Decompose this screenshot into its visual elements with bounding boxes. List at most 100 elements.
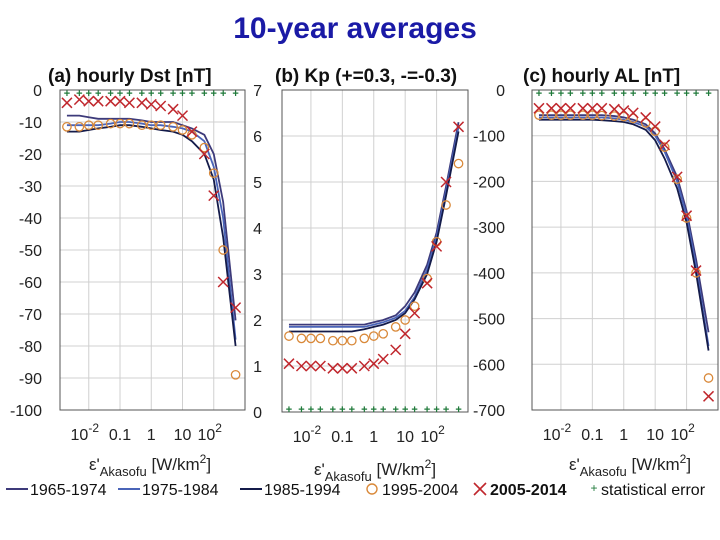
data-point-cross [586, 102, 598, 114]
data-point-cross [453, 121, 465, 133]
legend-item: 1985-1994 [240, 482, 341, 499]
data-point-circle [672, 174, 682, 184]
error-marker: + [117, 88, 123, 100]
error-marker: + [392, 404, 398, 416]
error-marker: + [705, 88, 711, 100]
x-tick-label: 1 [619, 427, 628, 444]
data-point-circle [168, 121, 178, 132]
data-point-cross [659, 139, 671, 151]
y-tick-label: 5 [253, 175, 262, 192]
error-marker: + [308, 404, 314, 416]
data-point-cross [283, 358, 295, 370]
error-marker: + [371, 404, 377, 416]
data-point-circle [359, 333, 370, 344]
series-line-1985-1994 [538, 118, 710, 351]
x-tick-base: 10 [420, 429, 438, 446]
x-tick-label: 10-2 [293, 423, 322, 446]
data-point-cross [114, 95, 126, 107]
series-line-1965-1974 [66, 114, 237, 321]
legend-label: 1995-2004 [382, 482, 459, 499]
error-marker: + [170, 88, 176, 100]
error-marker: + [402, 404, 408, 416]
data-point-cross [83, 95, 95, 107]
x-tick-exp: 2 [688, 421, 695, 435]
data-point-cross [564, 102, 576, 114]
series-line-1965-1974 [538, 114, 710, 333]
legend-label: 1975-1984 [142, 482, 219, 499]
data-point-circle [556, 110, 566, 120]
error-marker: + [86, 88, 92, 100]
x-tick-label: 102 [670, 421, 695, 444]
data-point-cross [409, 307, 421, 319]
y-tick-label: -40 [19, 211, 42, 228]
data-point-circle [296, 333, 307, 344]
error-marker: + [298, 404, 304, 416]
data-point-cross [208, 190, 220, 202]
error-marker: + [580, 88, 586, 100]
data-point-circle [681, 213, 692, 223]
chart-title: (b) Kp (+=0.3, -=-0.3) [275, 66, 457, 87]
y-tick-label: 0 [253, 405, 262, 422]
x-tick-label: 102 [420, 423, 445, 446]
data-point-cross [123, 97, 135, 109]
x-tick-base: 10 [293, 429, 311, 446]
series-line-1965-1974 [288, 122, 460, 326]
x-tick-label: 10 [396, 429, 414, 446]
data-point-cross [327, 362, 339, 374]
x-axis-label-part: [W/km [147, 455, 200, 474]
y-tick-label: -100 [10, 403, 42, 420]
error-marker: + [433, 404, 439, 416]
x-axis-label-part: ] [686, 455, 691, 474]
x-axis-label-part: 2 [680, 452, 687, 466]
data-point-cross [145, 98, 157, 110]
legend-label: 2005-2014 [490, 482, 567, 499]
data-point-cross [336, 362, 348, 374]
error-marker: + [455, 404, 461, 416]
error-marker: + [424, 404, 430, 416]
data-point-cross [186, 126, 198, 138]
data-point-cross [105, 95, 117, 107]
error-marker: + [599, 88, 605, 100]
data-point-circle [618, 111, 629, 122]
data-point-circle [337, 335, 348, 346]
x-tick-exp: 2 [215, 421, 222, 435]
x-axis-label: ε'Akasofu [W/km2] [89, 452, 211, 479]
data-point-cross [368, 358, 380, 370]
chart-title: (c) hourly AL [nT] [523, 66, 680, 87]
data-point-cross [295, 360, 308, 372]
series-line-1985-1994 [288, 131, 460, 333]
x-tick-label: 1 [147, 427, 156, 444]
error-marker: + [411, 404, 417, 416]
data-point-circle [306, 333, 316, 344]
error-marker: + [652, 88, 658, 100]
error-marker: + [211, 88, 217, 100]
x-axis-label-part: [W/km [627, 455, 680, 474]
error-marker: + [674, 88, 680, 100]
data-point-cross [314, 360, 326, 372]
data-point-circle [400, 315, 411, 325]
error-marker: + [558, 88, 564, 100]
data-point-circle [124, 118, 135, 129]
y-tick-label: -50 [19, 243, 42, 260]
y-tick-label: -200 [473, 174, 505, 191]
y-tick-label: -700 [473, 403, 505, 420]
x-axis-label-part: 2 [425, 457, 432, 471]
data-point-cross [230, 302, 242, 314]
x-tick-exp: 2 [438, 423, 445, 437]
data-point-circle [390, 322, 401, 332]
y-tick-label: -30 [19, 179, 42, 196]
series-line-1975-1984 [288, 126, 460, 328]
data-point-cross [305, 360, 317, 372]
data-point-circle [703, 373, 714, 383]
y-tick-label: -90 [19, 371, 42, 388]
y-tick-label: 1 [253, 359, 262, 376]
error-marker: + [107, 88, 113, 100]
data-point-circle [74, 121, 85, 132]
x-tick-label: 10 [646, 427, 664, 444]
data-point-cross [577, 102, 589, 114]
data-point-cross [92, 95, 104, 107]
error-marker: + [548, 88, 554, 100]
data-point-circle [578, 110, 588, 120]
x-tick-label: 102 [198, 421, 223, 444]
error-marker: + [589, 88, 595, 100]
